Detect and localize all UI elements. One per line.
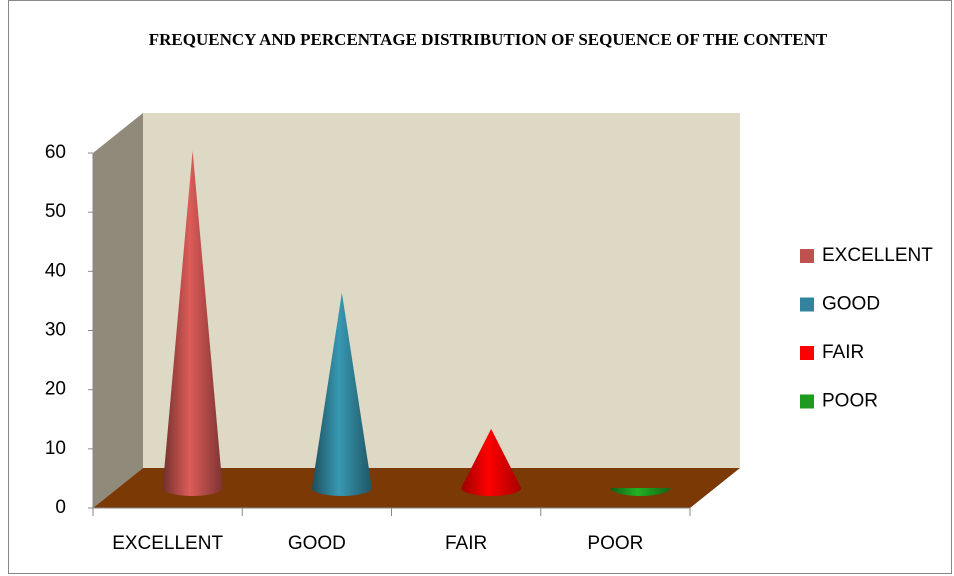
cone — [311, 292, 372, 496]
y-tick-label: 40 — [45, 260, 66, 281]
y-tick-label: 20 — [45, 379, 66, 400]
y-tick-label: 50 — [45, 201, 66, 222]
y-tick-label: 0 — [55, 497, 66, 518]
y-tick-label: 30 — [45, 320, 66, 341]
y-tick-label: 10 — [45, 438, 66, 459]
legend-label: GOOD — [822, 294, 880, 315]
legend-label: FAIR — [822, 342, 864, 363]
legend-swatch — [800, 297, 814, 312]
cone — [461, 428, 522, 496]
cone — [610, 488, 671, 496]
legend-label: EXCELLENT — [822, 245, 933, 266]
cone — [162, 150, 223, 496]
chart-title: FREQUENCY AND PERCENTAGE DISTRIBUTION OF… — [148, 30, 828, 49]
x-tick-label: FAIR — [445, 533, 487, 554]
chart-frame — [8, 0, 952, 574]
legend-swatch — [800, 394, 814, 409]
legend-swatch — [800, 346, 814, 360]
x-tick-label: GOOD — [288, 533, 346, 554]
x-tick-label: EXCELLENT — [112, 533, 223, 554]
y-tick-label: 60 — [45, 142, 66, 163]
legend-label: POOR — [822, 391, 878, 412]
side-wall — [93, 113, 143, 508]
legend-swatch — [800, 249, 814, 263]
x-tick-label: POOR — [587, 533, 643, 554]
floor — [93, 468, 740, 508]
back-wall — [143, 113, 740, 468]
